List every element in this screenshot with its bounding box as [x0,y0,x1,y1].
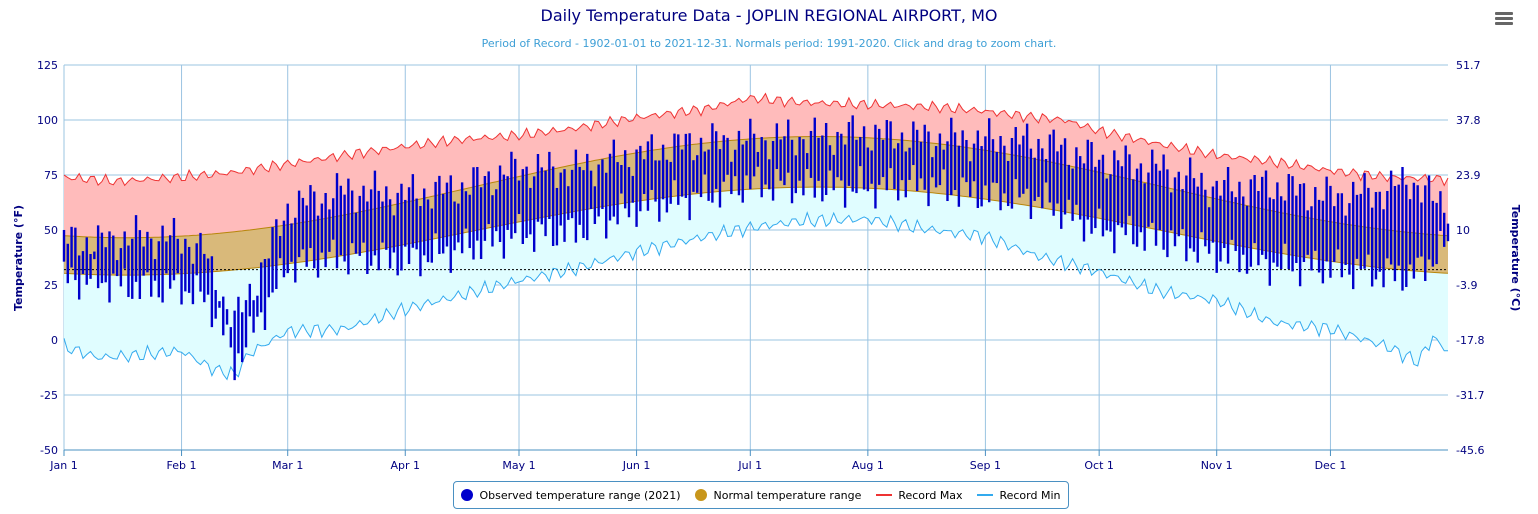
y-tick-label: 25 [44,279,58,292]
y2-tick-label: 37.8 [1456,114,1481,127]
record-max-line [63,92,1449,187]
legend: Observed temperature range (2021) Normal… [453,481,1069,509]
legend-item-record-min[interactable]: Record Min [977,488,1061,502]
x-tick-label: Jan 1 [49,459,77,472]
normal-dot-icon [695,489,708,501]
x-tick-label: Jun 1 [622,459,651,472]
menu-bar [1495,17,1513,20]
y2-tick-label: -31.7 [1456,389,1484,402]
y2-tick-label: -17.8 [1456,334,1484,347]
y2-tick-label: 10 [1456,224,1470,237]
y2-axis-title: Temperature (°C) [1509,205,1522,312]
x-tick-label: May 1 [502,459,535,472]
observed-dot-icon [461,489,474,501]
legend-item-record-max[interactable]: Record Max [876,488,963,502]
y-axis-title: Temperature (°F) [12,205,25,311]
legend-label: Normal temperature range [713,488,862,502]
y2-tick-label: -45.6 [1456,444,1484,457]
x-tick-label: Apr 1 [390,459,420,472]
y2-tick-label: -3.9 [1456,279,1477,292]
x-tick-label: Sep 1 [970,459,1001,472]
record-max-area [64,93,1448,238]
x-tick-label: Jul 1 [737,459,762,472]
axes: Temperature (°F) Temperature (°C) -50 -25… [12,59,1522,472]
menu-bar [1495,22,1513,25]
menu-bar [1495,12,1513,15]
chart-title: Daily Temperature Data - JOPLIN REGIONAL… [540,6,998,25]
y2-tick-label: 23.9 [1456,169,1481,182]
y-tick-label: -25 [40,389,58,402]
series-layer [62,92,1450,381]
chart-subtitle: Period of Record - 1902-01-01 to 2021-12… [481,37,1057,50]
y-tick-label: 75 [44,169,58,182]
legend-item-normal[interactable]: Normal temperature range [695,489,861,502]
legend-label: Record Max [898,488,963,502]
legend-item-observed[interactable]: Observed temperature range (2021) [461,488,681,502]
legend-label: Record Min [999,488,1061,502]
record-min-line [63,211,1448,381]
x-tick-label: Dec 1 [1315,459,1347,472]
y-tick-label: 125 [37,59,58,72]
y-tick-label: 0 [51,334,58,347]
hamburger-menu-icon[interactable] [1492,10,1516,30]
legend-label: Observed temperature range (2021) [479,488,681,502]
y-tick-label: -50 [40,444,58,457]
x-tick-label: Mar 1 [272,459,303,472]
y-tick-label: 50 [44,224,58,237]
x-tick-label: Nov 1 [1201,459,1233,472]
y-tick-label: 100 [37,114,58,127]
record-min-line-icon [977,494,994,496]
y2-tick-label: 51.7 [1456,59,1481,72]
x-tick-label: Aug 1 [852,459,884,472]
x-tick-label: Feb 1 [167,459,197,472]
x-tick-label: Oct 1 [1084,459,1114,472]
record-max-line-icon [876,494,893,496]
